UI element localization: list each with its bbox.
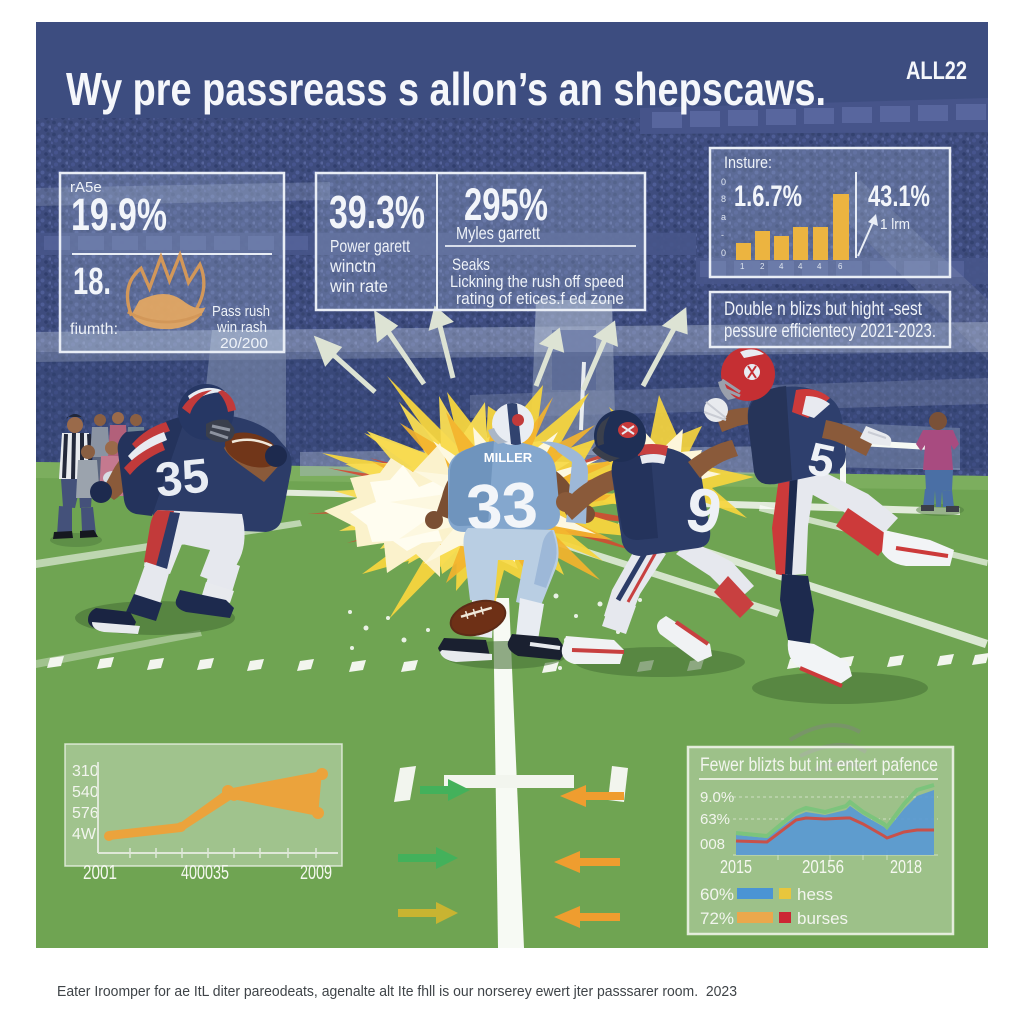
svg-text:540: 540	[72, 784, 99, 801]
svg-text:9.0%: 9.0%	[700, 789, 734, 806]
svg-text:Power garett: Power garett	[330, 236, 410, 256]
svg-text:6: 6	[838, 262, 843, 271]
svg-text:2009: 2009	[300, 862, 332, 884]
svg-text:rating of etices.f ed zone: rating of etices.f ed zone	[456, 289, 624, 308]
svg-text:rA5e: rA5e	[70, 179, 102, 196]
svg-text:winctn: winctn	[329, 256, 376, 276]
svg-text:1: 1	[740, 262, 745, 271]
svg-text:008: 008	[700, 836, 725, 853]
svg-text:8: 8	[721, 194, 726, 204]
svg-text:20/200: 20/200	[220, 335, 268, 352]
svg-text:295%: 295%	[464, 179, 548, 230]
svg-text:310: 310	[72, 763, 99, 780]
svg-text:4: 4	[817, 262, 822, 271]
svg-text:2001: 2001	[83, 862, 117, 884]
svg-text:Double n blizs but hight -sest: Double n blizs but hight -sest	[724, 299, 923, 320]
svg-text:0: 0	[721, 248, 726, 258]
svg-text:Pass rush: Pass rush	[212, 303, 270, 320]
svg-text:Insture:: Insture:	[724, 154, 772, 172]
svg-text:2015: 2015	[720, 857, 752, 877]
svg-text:4: 4	[779, 262, 784, 271]
svg-text:ALL22: ALL22	[906, 57, 967, 85]
svg-text:Eater Iroomper for ae ItL dite: Eater Iroomper for ae ItL diter pareodea…	[57, 984, 737, 1000]
svg-text:39.3%: 39.3%	[329, 186, 425, 238]
svg-text:60%: 60%	[700, 885, 734, 904]
svg-text:1 lrm: 1 lrm	[880, 216, 910, 233]
svg-text:72%: 72%	[700, 909, 734, 928]
svg-text:2: 2	[760, 262, 765, 271]
svg-text:burses: burses	[797, 909, 848, 928]
svg-text:pessure efficientecy 2021-2023: pessure efficientecy 2021-2023.	[724, 321, 936, 342]
svg-text:4: 4	[798, 262, 803, 271]
svg-text:win rate: win rate	[329, 276, 388, 296]
svg-text:fiumth:: fiumth:	[70, 321, 118, 338]
svg-text:576: 576	[72, 805, 99, 822]
svg-text:1.6.7%: 1.6.7%	[734, 180, 802, 213]
svg-text:Myles garrett: Myles garrett	[456, 223, 540, 243]
svg-text:Wy pre passreass s allon’s an: Wy pre passreass s allon’s an shepscaws.	[66, 63, 826, 115]
svg-text:19.9%: 19.9%	[71, 189, 167, 240]
svg-text:400035: 400035	[181, 862, 229, 884]
svg-text:win rash: win rash	[216, 319, 267, 336]
svg-text:a: a	[721, 212, 726, 222]
svg-text:43.1%: 43.1%	[868, 180, 930, 213]
svg-text:-: -	[721, 230, 724, 240]
svg-text:0: 0	[721, 177, 726, 187]
svg-text:Fewer blizts but int entert pa: Fewer blizts but int entert pafence	[700, 754, 938, 776]
svg-text:MILLER: MILLER	[484, 450, 533, 465]
svg-text:4W: 4W	[72, 826, 97, 843]
svg-text:18.: 18.	[73, 261, 111, 303]
svg-text:2018: 2018	[890, 857, 922, 877]
svg-text:Lickning the rush off speed: Lickning the rush off speed	[450, 272, 624, 291]
svg-text:20156: 20156	[802, 857, 844, 877]
svg-text:63%: 63%	[700, 811, 730, 828]
svg-text:hess: hess	[797, 885, 833, 904]
svg-text:Seaks: Seaks	[452, 255, 490, 274]
svg-text:35: 35	[153, 449, 212, 507]
